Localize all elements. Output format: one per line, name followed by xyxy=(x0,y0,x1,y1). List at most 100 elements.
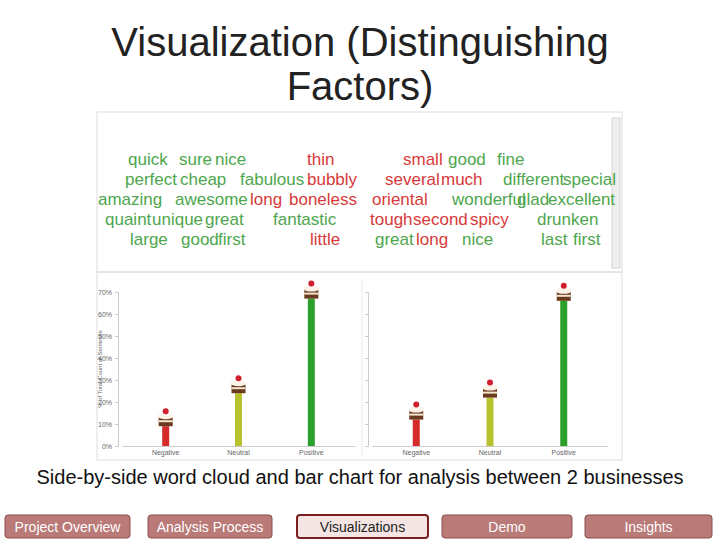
tick-label: 60% xyxy=(98,311,112,318)
cake-layer xyxy=(557,295,571,297)
cloud-word: nice xyxy=(215,150,246,169)
cake-layer xyxy=(409,414,423,416)
y-tick xyxy=(365,424,368,425)
cake-cherry xyxy=(308,281,314,287)
cake-layer xyxy=(483,392,497,394)
tick-mark xyxy=(365,358,368,359)
bar xyxy=(487,398,494,446)
tick-mark xyxy=(365,446,368,447)
nav-button[interactable]: Demo xyxy=(442,515,572,538)
tick-mark xyxy=(115,380,118,381)
nav-button[interactable]: Analysis Process xyxy=(148,515,272,538)
cake-layer xyxy=(159,420,173,422)
tick-label: Neutral xyxy=(227,449,250,456)
tick-label: Positive xyxy=(299,449,324,456)
tick-mark xyxy=(365,380,368,381)
nav-button[interactable]: Visualizations xyxy=(297,515,428,538)
bar xyxy=(308,299,315,446)
y-tick: 10% xyxy=(98,421,118,428)
x-tick: Positive xyxy=(551,446,576,456)
nav-button[interactable]: Insights xyxy=(585,515,712,538)
tick-mark xyxy=(115,314,118,315)
cloud-word: nice xyxy=(462,230,493,249)
cloud-word: oriental xyxy=(372,190,428,209)
tick-mark xyxy=(365,314,368,315)
nav-label[interactable]: Visualizations xyxy=(320,519,405,535)
nav-button-bg[interactable] xyxy=(442,515,572,538)
cake-icon xyxy=(482,380,498,398)
tick-mark xyxy=(115,424,118,425)
cloud-word: long xyxy=(416,230,448,249)
word-cloud: smallgoodfineseveralmuchdifferentspecial… xyxy=(370,150,616,249)
nav-button-bg[interactable] xyxy=(148,515,272,538)
y-axis xyxy=(365,293,369,447)
bars xyxy=(413,301,568,446)
slide-title: Visualization (DistinguishingFactors) xyxy=(111,20,608,108)
cake-icon xyxy=(158,408,174,426)
text-line: Visualization (Distinguishing xyxy=(111,20,608,64)
cloud-word: bubbly xyxy=(307,170,358,189)
cloud-word: amazing xyxy=(98,190,162,209)
y-tick xyxy=(365,446,368,447)
pane-divider xyxy=(362,280,363,456)
axis-line xyxy=(115,293,119,447)
cloud-word: quaint xyxy=(105,210,152,229)
caption: Side-by-side word cloud and bar chart fo… xyxy=(36,466,683,488)
x-tick: Negative xyxy=(402,446,430,457)
nav-label[interactable]: Project Overview xyxy=(15,519,122,535)
nav-label[interactable]: Analysis Process xyxy=(157,519,264,535)
x-axis: Negative Neutral Positive xyxy=(373,446,609,457)
axis-line xyxy=(373,446,609,447)
x-tick: Negative xyxy=(152,446,180,457)
cloud-word: long xyxy=(250,190,282,209)
cake-cherry xyxy=(561,283,567,289)
cloud-word: great xyxy=(205,210,244,229)
y-tick xyxy=(365,358,368,359)
cloud-word: tough xyxy=(370,210,413,229)
y-tick: 60% xyxy=(98,311,118,318)
screenshot-panel xyxy=(97,112,622,460)
background xyxy=(0,0,720,540)
cloud-word: second xyxy=(413,210,468,229)
cloud-word: good xyxy=(181,230,219,249)
tick-label: Positive xyxy=(551,449,576,456)
tick-label: Neutral xyxy=(479,449,502,456)
tick-mark xyxy=(115,292,118,293)
nav-button-bg[interactable] xyxy=(585,515,712,538)
cloud-word: last xyxy=(541,230,568,249)
nav-label[interactable]: Demo xyxy=(488,519,526,535)
bars xyxy=(162,299,315,446)
nav-button-bg[interactable] xyxy=(297,515,428,538)
y-tick: 70% xyxy=(98,289,118,296)
cloud-word: wonderful xyxy=(451,190,526,209)
tick-label: 10% xyxy=(98,421,112,428)
tick-mark xyxy=(115,336,118,337)
cake-layer xyxy=(232,387,246,389)
cloud-word: small xyxy=(403,150,443,169)
x-axis: Negative Neutral Positive xyxy=(123,446,356,457)
cloud-word: cheap xyxy=(180,170,226,189)
axis-line xyxy=(123,446,356,447)
bar xyxy=(560,301,567,446)
cloud-word: first xyxy=(218,230,246,249)
tick-mark xyxy=(115,358,118,359)
x-tick: Neutral xyxy=(479,446,502,456)
cloud-word: first xyxy=(573,230,601,249)
y-axis-title: % of Total Count of Sentence xyxy=(97,330,103,408)
nav-label[interactable]: Insights xyxy=(624,519,672,535)
cake-cherry xyxy=(163,408,169,414)
y-tick xyxy=(365,402,368,403)
cloud-word: large xyxy=(130,230,168,249)
cloud-word: glad xyxy=(517,190,549,209)
x-tick: Neutral xyxy=(227,446,250,456)
nav-button[interactable]: Project Overview xyxy=(5,515,130,538)
text-line: Side-by-side word cloud and bar chart fo… xyxy=(36,466,683,488)
bar xyxy=(162,426,169,446)
tick-mark xyxy=(115,446,118,447)
nav-button-bg[interactable] xyxy=(5,515,130,538)
cloud-word: different xyxy=(503,170,564,189)
nav-bar: Project Overview Analysis Process Visualiz… xyxy=(5,515,712,538)
tick-label: 0% xyxy=(102,443,112,450)
tick-label: Negative xyxy=(402,449,430,457)
cake-icon xyxy=(303,281,319,299)
